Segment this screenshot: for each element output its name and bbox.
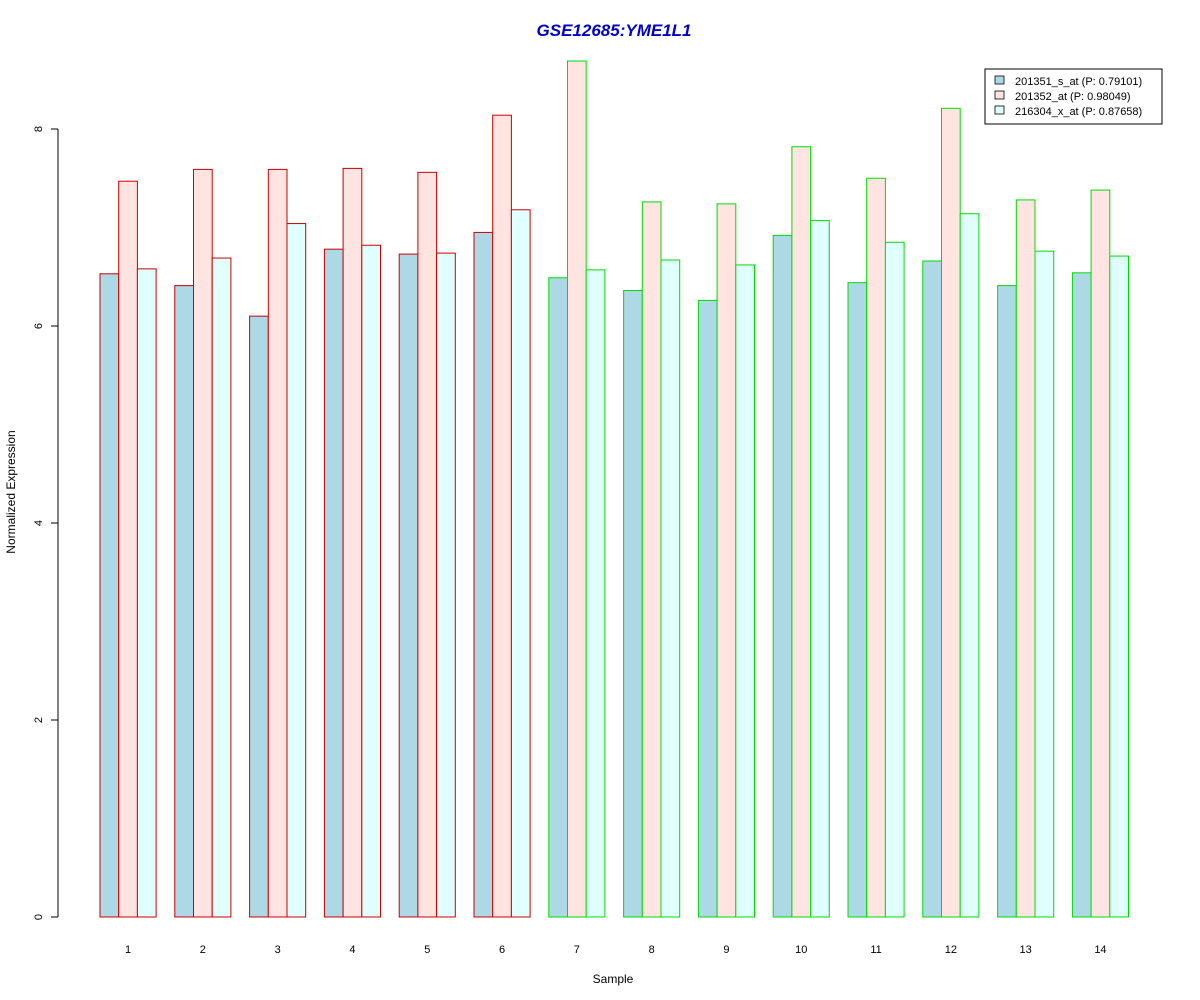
x-tick-label: 13 <box>1020 944 1032 956</box>
bar <box>174 285 195 918</box>
bar <box>99 273 120 918</box>
bar <box>136 268 157 918</box>
legend-label: 201352_at (P: 0.98049) <box>1015 91 1131 103</box>
bar <box>342 167 363 918</box>
x-tick-label: 10 <box>795 944 807 956</box>
y-tick-label: 2 <box>33 717 45 723</box>
y-tick-label: 0 <box>33 914 45 920</box>
bar <box>1071 272 1092 918</box>
y-tick-label: 4 <box>33 520 45 526</box>
bar <box>641 201 662 918</box>
x-tick-label: 4 <box>349 944 355 956</box>
bar <box>585 269 606 918</box>
bar <box>492 114 512 918</box>
bar <box>118 180 138 918</box>
bar <box>922 260 942 918</box>
bar <box>884 241 905 918</box>
bar <box>1090 189 1111 918</box>
legend-swatch <box>994 105 1005 115</box>
legend-entry: 201351_s_at (P: 0.79101) <box>994 75 1142 88</box>
x-tick-label: 6 <box>499 944 505 956</box>
legend-label: 216304_x_at (P: 0.87658) <box>1015 106 1142 118</box>
legend-entry: 216304_x_at (P: 0.87658) <box>994 105 1142 118</box>
x-tick-labels: 1 2 3 4 5 6 7 8 9 10 11 12 13 14 <box>125 944 1107 956</box>
bar <box>567 60 587 918</box>
x-tick-label: 12 <box>945 944 957 956</box>
bar <box>193 168 213 918</box>
y-axis-label: Normalized Expression <box>4 430 18 553</box>
bar <box>623 290 643 918</box>
bar <box>997 285 1017 918</box>
legend-entry: 201352_at (P: 0.98049) <box>994 90 1131 103</box>
bar <box>211 257 232 918</box>
bar <box>959 213 980 918</box>
bar <box>249 315 269 918</box>
x-tick-label: 3 <box>275 944 281 956</box>
legend: 201351_s_at (P: 0.79101) 201352_at (P: 0… <box>984 68 1163 125</box>
bar <box>510 209 531 918</box>
bar <box>398 253 419 918</box>
bar <box>810 220 830 918</box>
x-tick-label: 5 <box>424 944 430 956</box>
bar <box>473 231 494 918</box>
bar <box>716 203 737 918</box>
x-tick-label: 9 <box>723 944 729 956</box>
bar <box>941 107 961 918</box>
y-tick-label: 8 <box>33 126 45 132</box>
bar <box>323 248 344 918</box>
bars <box>99 60 1130 918</box>
bar <box>791 146 812 918</box>
bar <box>286 223 307 918</box>
legend-box <box>984 68 1163 125</box>
x-tick-label: 1 <box>125 944 131 956</box>
x-axis-label: Sample <box>593 972 634 986</box>
bar <box>660 259 681 918</box>
chart-title: GSE12685:YME1L1 <box>537 21 692 40</box>
x-tick-label: 8 <box>649 944 655 956</box>
bar <box>361 244 381 918</box>
x-tick-label: 14 <box>1094 944 1106 956</box>
bar <box>1015 199 1036 918</box>
bar <box>697 299 718 918</box>
legend-swatch <box>994 90 1005 100</box>
bar <box>1034 250 1055 918</box>
legend-label: 201351_s_at (P: 0.79101) <box>1015 76 1142 88</box>
x-tick-label: 11 <box>870 944 881 956</box>
bar <box>548 277 568 918</box>
bar <box>772 234 793 918</box>
x-tick-label: 7 <box>574 944 580 956</box>
y-axis: 0 2 4 6 8 <box>33 126 59 920</box>
bar <box>866 177 886 918</box>
bar <box>267 168 288 918</box>
x-tick-label: 2 <box>200 944 206 956</box>
legend-swatch <box>994 75 1005 85</box>
bar <box>436 252 456 918</box>
bar <box>1109 255 1130 918</box>
bar <box>417 171 438 918</box>
bar <box>847 282 868 918</box>
y-tick-label: 6 <box>33 323 45 329</box>
bar <box>735 264 755 918</box>
